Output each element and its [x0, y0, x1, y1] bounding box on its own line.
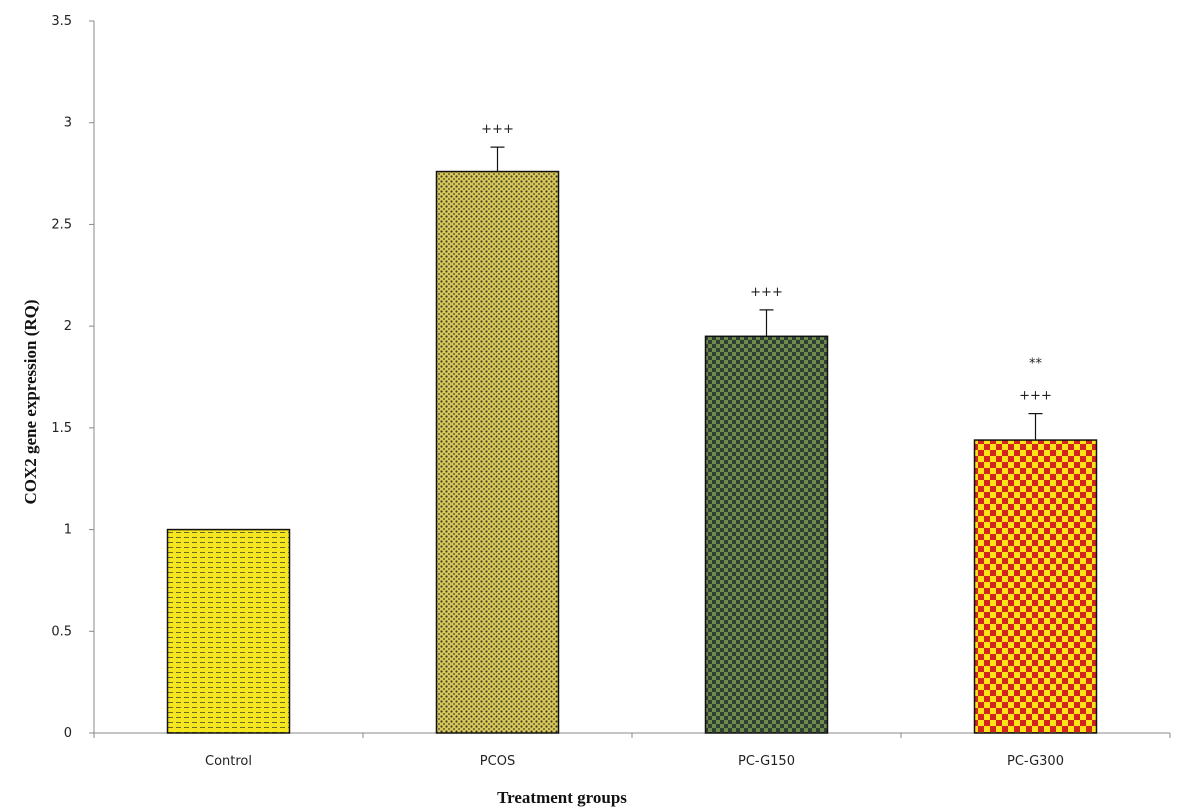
significance-marker: **: [1029, 357, 1043, 372]
y-tick-label: 3: [64, 116, 72, 131]
x-axis-title: Treatment groups: [497, 788, 627, 807]
x-tick-label: Control: [205, 754, 252, 769]
y-tick-label: 1: [64, 523, 72, 538]
bar-pc-g150: [704, 335, 829, 734]
y-tick-label: 2: [64, 319, 72, 334]
x-tick-label: PC-G300: [1007, 754, 1064, 769]
y-tick-label: 0: [64, 726, 72, 741]
significance-marker: +++: [1019, 389, 1052, 404]
y-tick-label: 1.5: [51, 421, 72, 436]
plot-area: 0 0.5 1 1.5 2 2.5 3 3.5 Control PCOS +++ PC-G150 +++…: [51, 14, 1171, 769]
significance-marker: +++: [481, 122, 514, 137]
significance-marker: +++: [750, 285, 783, 300]
bar-pc-g300: [973, 439, 1098, 734]
y-tick-label: 3.5: [51, 14, 72, 29]
x-tick-label: PC-G150: [738, 754, 795, 769]
y-tick-label: 2.5: [51, 217, 72, 232]
y-tick-label: 0.5: [51, 624, 72, 639]
y-axis-title: COX2 gene expression (RQ): [21, 299, 40, 504]
x-tick-label: PCOS: [480, 754, 515, 769]
bar-control: [166, 528, 291, 734]
bar-pcos: [435, 170, 560, 734]
